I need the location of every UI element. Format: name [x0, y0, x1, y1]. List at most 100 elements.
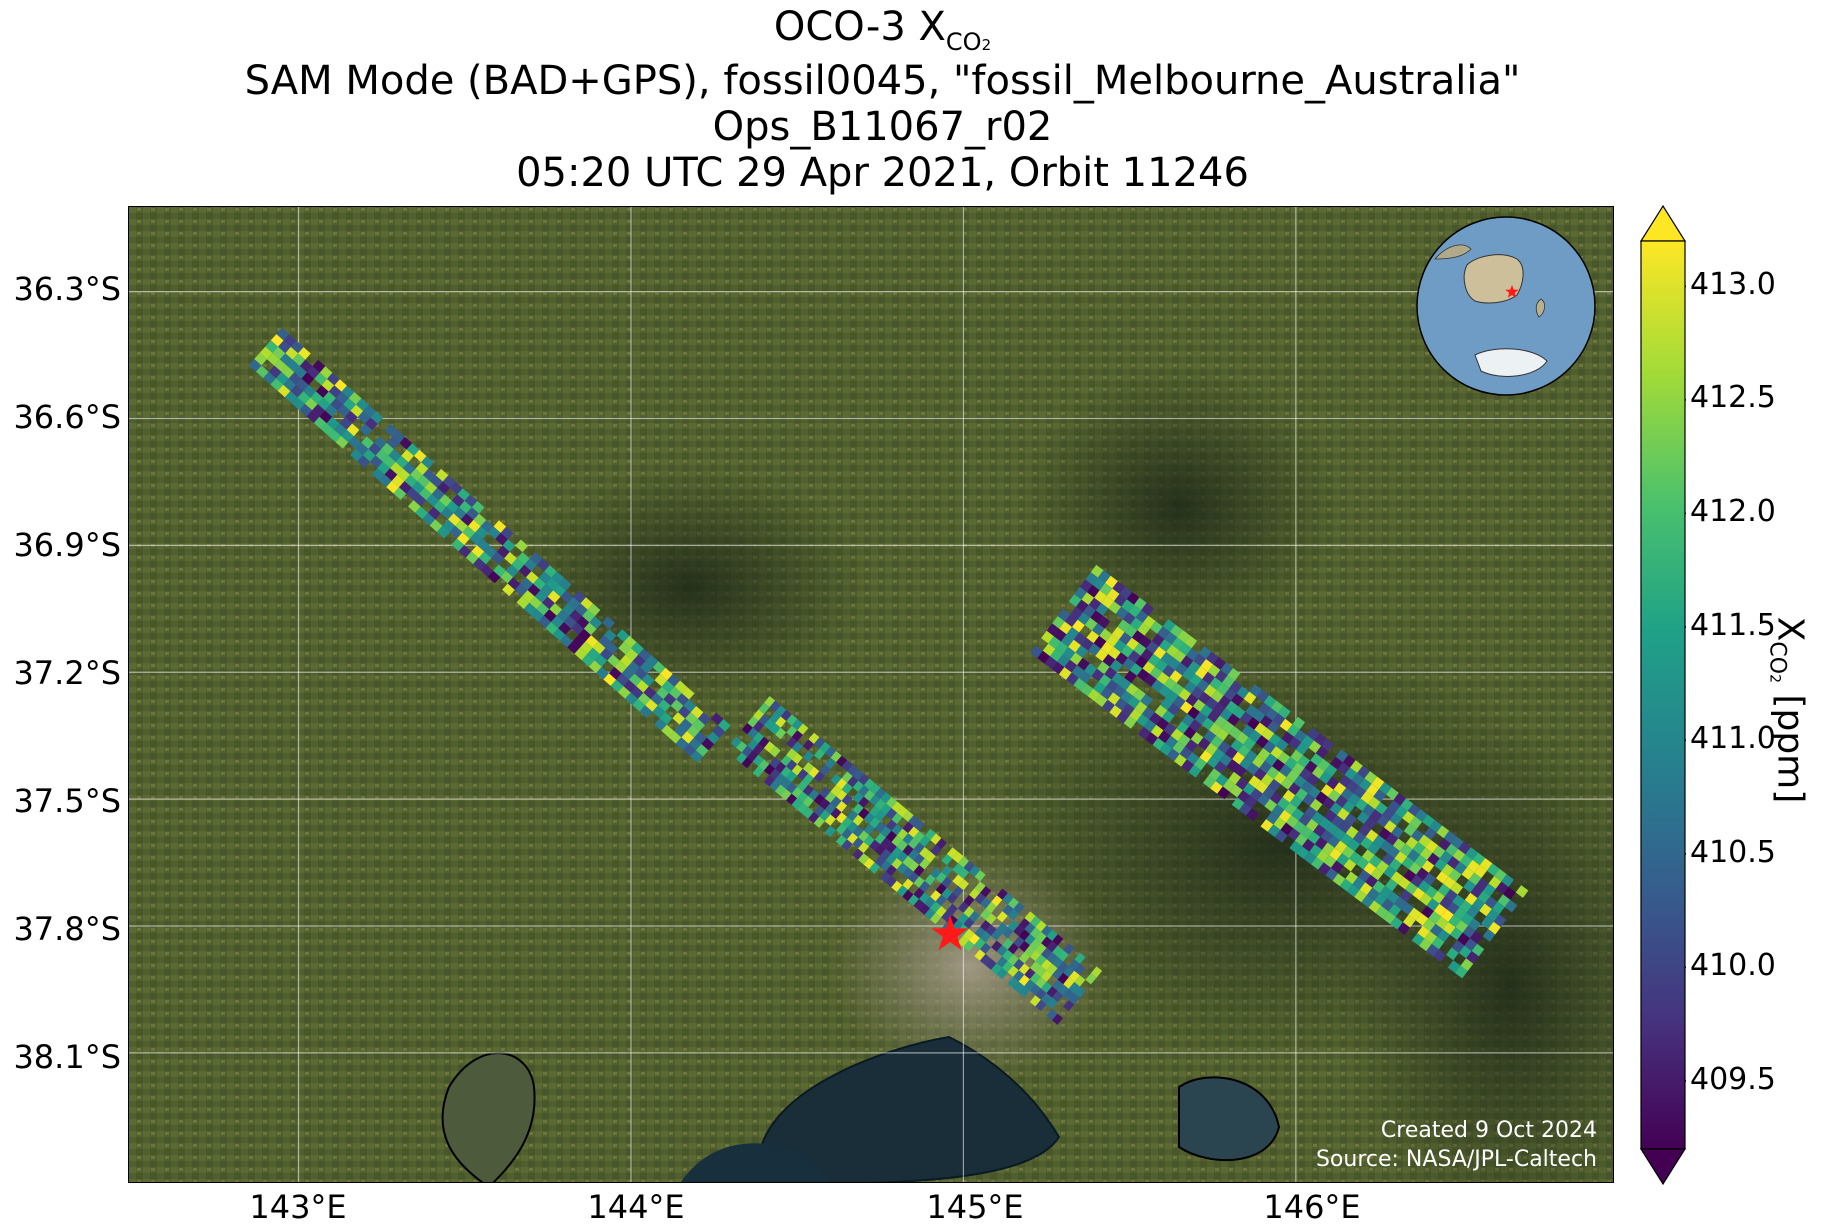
xco2-sounding-pixel: [1471, 943, 1485, 957]
xco2-sounding-pixel: [1035, 943, 1047, 955]
xco2-sounding-pixel: [545, 577, 559, 591]
xco2-sounding-pixel: [1257, 793, 1270, 807]
xco2-sounding-pixel: [511, 558, 525, 571]
xco2-sounding-pixel: [1007, 965, 1019, 977]
lon-tick-label: 146°E: [1263, 1188, 1361, 1226]
xco2-sounding-pixel: [1106, 588, 1120, 602]
satellite-map[interactable]: Created 9 Oct 2024 Source: NASA/JPL-Calt…: [128, 206, 1614, 1183]
xco2-sounding-pixel: [769, 768, 781, 780]
xco2-sounding-pixel: [1419, 892, 1433, 906]
xco2-sounding-pixel: [429, 519, 443, 532]
xco2-sounding-pixel: [1367, 842, 1381, 855]
xco2-sounding-pixel: [533, 577, 546, 591]
xco2-sounding-pixel: [1007, 954, 1019, 966]
xco2-sounding-pixel: [1214, 761, 1227, 774]
xco2-sounding-pixel: [979, 954, 991, 966]
xco2-sounding-pixel: [891, 858, 903, 870]
xco2-sounding-pixel: [841, 839, 853, 851]
xco2-sounding-pixel: [852, 826, 864, 838]
target-star-marker: [931, 914, 969, 951]
xco2-sounding-pixel: [996, 922, 1008, 934]
xco2-sounding-pixel: [1007, 920, 1019, 932]
xco2-sounding-pixel: [869, 817, 881, 829]
xco2-sounding-pixel: [518, 564, 532, 578]
xco2-sounding-pixel: [1035, 988, 1047, 1000]
xco2-sounding-pixel: [316, 385, 329, 398]
xco2-sounding-pixel: [589, 616, 603, 629]
xco2-sounding-pixel: [294, 366, 307, 379]
xco2-sounding-pixel: [640, 661, 653, 674]
xco2-sounding-pixel: [1002, 949, 1014, 961]
xco2-sounding-pixel: [527, 583, 541, 597]
xco2-sounding-pixel: [448, 513, 461, 526]
xco2-sounding-pixel: [1314, 837, 1328, 850]
xco2-sounding-pixel: [1282, 789, 1296, 803]
xco2-sounding-pixel: [1094, 590, 1107, 604]
xco2-sounding-pixel: [885, 853, 897, 865]
xco2-sounding-pixel: [471, 501, 485, 514]
xco2-sounding-pixel: [1191, 686, 1204, 700]
xco2-sounding-pixel: [1330, 756, 1343, 770]
xco2-sounding-pixel: [880, 826, 892, 838]
xco2-sounding-pixel: [283, 378, 296, 392]
xco2-sounding-pixel: [747, 738, 759, 751]
xco2-sounding-pixel: [516, 552, 530, 565]
xco2-sounding-pixel: [841, 760, 853, 772]
xco2-sounding-pixel: [913, 842, 925, 854]
xco2-sounding-pixel: [913, 819, 925, 832]
xco2-sounding-pixel: [500, 570, 514, 584]
xco2-sounding-pixel: [670, 699, 684, 713]
xco2-sounding-pixel: [924, 828, 936, 841]
colorbar-tick-label: 412.0: [1690, 494, 1776, 529]
xco2-sounding-pixel: [415, 462, 429, 475]
xco2-sounding-pixel: [1002, 938, 1014, 950]
xco2-sounding-pixel: [791, 752, 803, 765]
xco2-sounding-pixel: [446, 500, 459, 514]
xco2-sounding-pixel: [1266, 811, 1279, 825]
xco2-sounding-pixel: [963, 917, 975, 929]
xco2-sounding-pixel: [1346, 780, 1359, 794]
xco2-sounding-pixel: [475, 526, 488, 539]
xco2-sounding-pixel: [1114, 697, 1128, 711]
xco2-sounding-pixel: [1455, 920, 1469, 933]
xco2-sounding-pixel: [1179, 746, 1193, 760]
xco2-sounding-pixel: [1155, 659, 1168, 672]
xco2-sounding-pixel: [819, 764, 831, 776]
xco2-sounding-pixel: [1321, 738, 1334, 752]
lat-tick-label: 38.1°S: [13, 1038, 121, 1076]
xco2-sounding-pixel: [902, 889, 914, 902]
xco2-sounding-pixel: [588, 660, 602, 674]
xco2-sounding-pixel: [1324, 809, 1337, 823]
xco2-sounding-pixel: [797, 802, 809, 815]
xco2-sounding-pixel: [1405, 836, 1419, 850]
xco2-sounding-pixel: [1046, 1009, 1058, 1021]
cbar-label-units: [ppm]: [1769, 682, 1811, 804]
xco2-sounding-pixel: [1205, 742, 1218, 756]
xco2-sounding-pixel: [802, 773, 814, 785]
xco2-sounding-pixel: [556, 609, 570, 623]
xco2-sounding-pixel: [1265, 707, 1278, 721]
xco2-sounding-pixel: [643, 686, 657, 700]
xco2-sounding-pixel: [558, 577, 572, 591]
xco2-sounding-pixel: [1063, 977, 1075, 989]
xco2-sounding-pixel: [1160, 697, 1173, 711]
xco2-sounding-pixel: [1379, 885, 1393, 899]
xco2-sounding-pixel: [419, 487, 432, 501]
xco2-sounding-pixel: [775, 716, 787, 728]
xco2-sounding-pixel: [902, 844, 914, 856]
xco2-sounding-pixel: [1422, 814, 1435, 828]
xco2-sounding-pixel: [1425, 840, 1439, 853]
xco2-sounding-pixel: [1133, 688, 1146, 702]
xco2-sounding-pixel: [1400, 843, 1413, 857]
xco2-sounding-pixel: [1149, 666, 1163, 680]
xco2-sounding-pixel: [706, 731, 720, 745]
xco2-sounding-pixel: [1429, 820, 1442, 833]
xco2-sounding-pixel: [1002, 893, 1014, 905]
xco2-sounding-pixel: [957, 935, 969, 947]
xco2-sounding-pixel: [1273, 817, 1286, 830]
xco2-sounding-pixel: [343, 398, 356, 411]
xco2-sounding-pixel: [312, 359, 326, 373]
xco2-sounding-pixel: [1041, 630, 1054, 644]
xco2-sounding-pixel: [1074, 952, 1086, 964]
xco2-sounding-pixel: [1494, 868, 1507, 882]
